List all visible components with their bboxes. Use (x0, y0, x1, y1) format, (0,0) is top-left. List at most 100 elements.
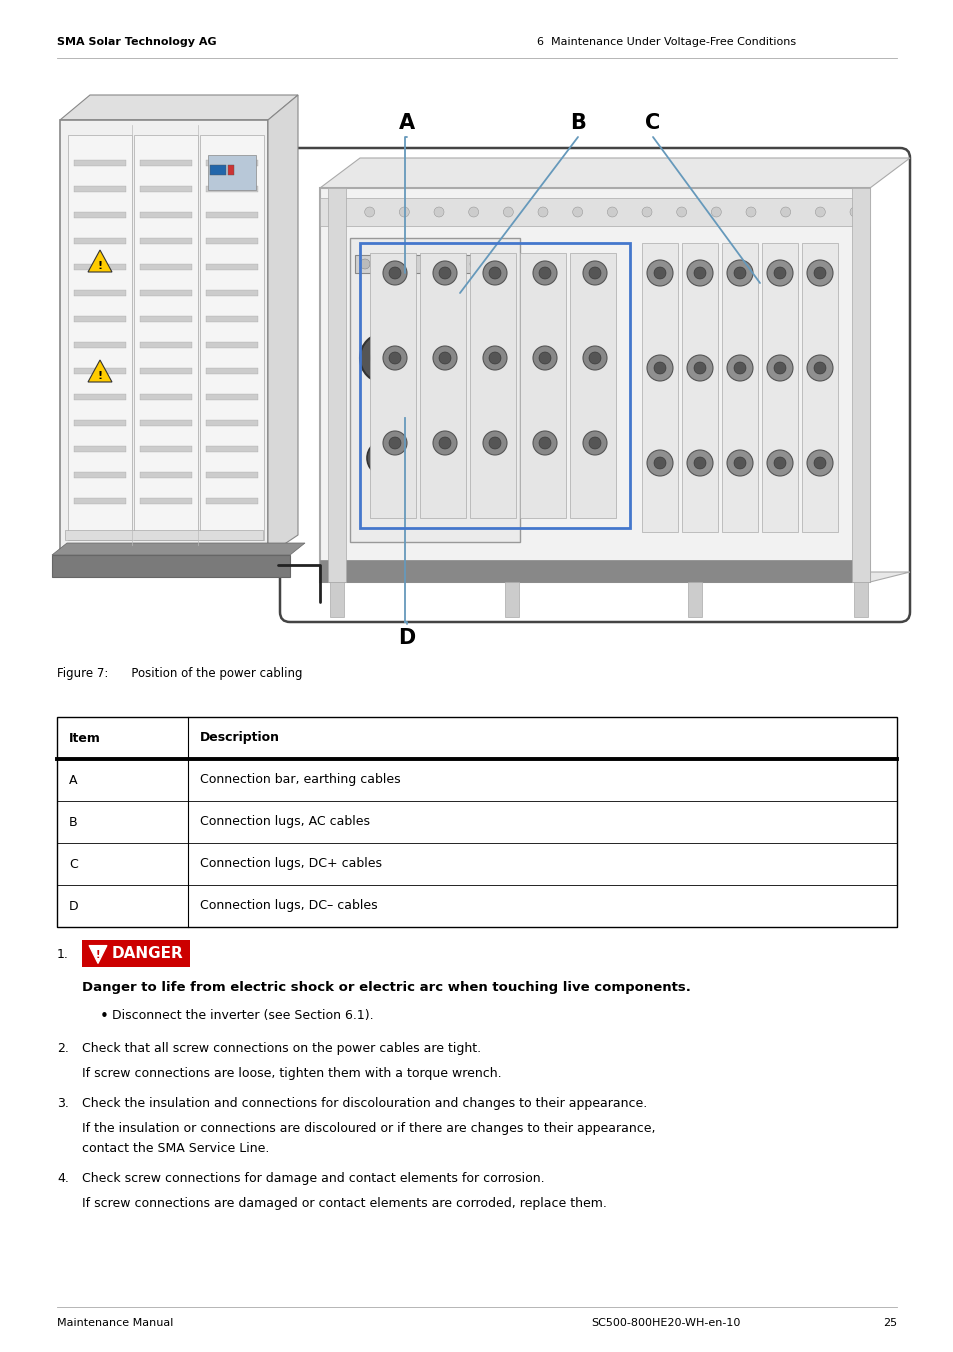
Circle shape (533, 346, 557, 370)
Text: DANGER: DANGER (112, 946, 184, 961)
Circle shape (766, 450, 792, 476)
Circle shape (726, 260, 752, 287)
Circle shape (806, 356, 832, 381)
Circle shape (686, 260, 712, 287)
Bar (74, 393, 126, 400)
Bar (74, 342, 126, 347)
Bar (206, 264, 257, 270)
Circle shape (641, 207, 651, 218)
Circle shape (482, 261, 506, 285)
Polygon shape (52, 544, 305, 556)
Circle shape (433, 431, 456, 456)
Text: contact the SMA Service Line.: contact the SMA Service Line. (82, 1142, 269, 1155)
Circle shape (489, 266, 500, 279)
Text: 2.: 2. (57, 1042, 69, 1055)
Bar (57, 717, 896, 927)
Bar (851, 188, 869, 581)
Bar (52, 556, 290, 577)
Circle shape (375, 448, 395, 468)
Text: 1.: 1. (57, 948, 69, 961)
Circle shape (537, 207, 547, 218)
Text: !: ! (97, 370, 103, 381)
Text: Check that all screw connections on the power cables are tight.: Check that all screw connections on the … (82, 1042, 480, 1055)
Bar (355, 256, 515, 273)
Circle shape (693, 266, 705, 279)
Bar (140, 498, 192, 504)
Circle shape (676, 207, 686, 218)
Bar (74, 498, 126, 504)
Text: If the insulation or connections are discoloured or if there are changes to thei: If the insulation or connections are dis… (82, 1122, 655, 1134)
Circle shape (813, 457, 825, 469)
Text: Figure 7:    Position of the power cabling: Figure 7: Position of the power cabling (57, 667, 302, 680)
Bar (681, 243, 718, 531)
Circle shape (588, 352, 600, 364)
Circle shape (492, 260, 501, 269)
Circle shape (572, 207, 582, 218)
Bar (419, 253, 465, 518)
Bar (761, 243, 797, 531)
Circle shape (382, 431, 407, 456)
Bar (82, 940, 190, 967)
Circle shape (382, 261, 407, 285)
Bar (74, 238, 126, 243)
Polygon shape (89, 945, 107, 964)
Bar (206, 446, 257, 452)
Circle shape (433, 346, 456, 370)
Bar (65, 530, 263, 539)
Text: C: C (644, 114, 659, 132)
Bar (206, 160, 257, 166)
Bar (74, 289, 126, 296)
Bar (140, 212, 192, 218)
Circle shape (538, 352, 551, 364)
Bar (328, 188, 346, 581)
Text: 4.: 4. (57, 1172, 69, 1184)
Text: Connection lugs, DC– cables: Connection lugs, DC– cables (200, 899, 377, 913)
Circle shape (389, 352, 400, 364)
Bar (319, 188, 869, 581)
Text: If screw connections are loose, tighten them with a torque wrench.: If screw connections are loose, tighten … (82, 1067, 501, 1080)
Text: Connection bar, earthing cables: Connection bar, earthing cables (200, 773, 400, 787)
Circle shape (588, 266, 600, 279)
Circle shape (733, 457, 745, 469)
Bar (140, 342, 192, 347)
Text: !: ! (95, 949, 100, 960)
Circle shape (489, 437, 500, 449)
Circle shape (813, 362, 825, 375)
FancyBboxPatch shape (280, 147, 909, 622)
Circle shape (582, 431, 606, 456)
Text: 6  Maintenance Under Voltage-Free Conditions: 6 Maintenance Under Voltage-Free Conditi… (537, 37, 796, 47)
Text: SMA Solar Technology AG: SMA Solar Technology AG (57, 37, 216, 47)
Polygon shape (88, 250, 112, 272)
Bar (206, 289, 257, 296)
Bar (74, 446, 126, 452)
Bar (206, 342, 257, 347)
Bar (206, 498, 257, 504)
Circle shape (482, 431, 506, 456)
Circle shape (726, 450, 752, 476)
Bar (140, 264, 192, 270)
Bar (721, 243, 758, 531)
Text: Check the insulation and connections for discolouration and changes to their app: Check the insulation and connections for… (82, 1096, 646, 1110)
Text: A: A (69, 773, 77, 787)
Text: If screw connections are damaged or contact elements are corroded, replace them.: If screw connections are damaged or cont… (82, 1197, 606, 1210)
Bar (140, 368, 192, 375)
Bar (470, 253, 516, 518)
Bar (569, 253, 616, 518)
Circle shape (389, 437, 400, 449)
Circle shape (538, 437, 551, 449)
Bar (519, 253, 565, 518)
Bar (210, 165, 226, 174)
Bar (74, 264, 126, 270)
Bar (140, 289, 192, 296)
Bar (359, 243, 629, 529)
Circle shape (686, 356, 712, 381)
Circle shape (813, 266, 825, 279)
Bar (206, 393, 257, 400)
Circle shape (733, 266, 745, 279)
Circle shape (364, 207, 375, 218)
Bar (74, 420, 126, 426)
Bar (206, 472, 257, 479)
Circle shape (438, 352, 451, 364)
Circle shape (646, 450, 672, 476)
Circle shape (766, 260, 792, 287)
